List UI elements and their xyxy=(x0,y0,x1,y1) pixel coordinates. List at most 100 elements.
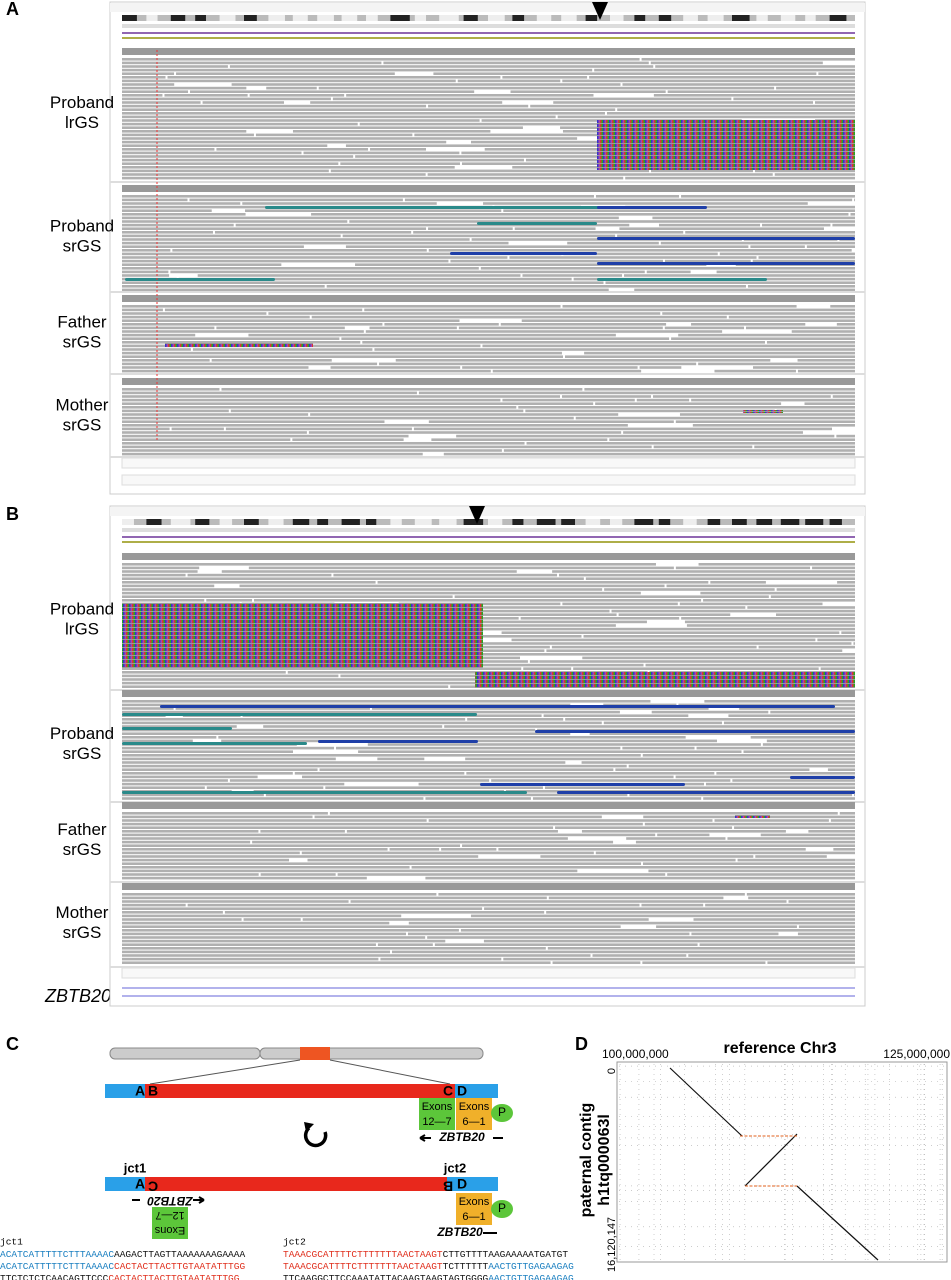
read xyxy=(518,406,855,409)
read xyxy=(122,746,335,750)
read xyxy=(774,173,855,176)
ideogram-band xyxy=(756,519,773,525)
read xyxy=(310,413,619,416)
track-label: Mother srGS xyxy=(56,903,109,942)
sequence-segment: TAAACGCATTTTCTTTTTTTAACTAAGT xyxy=(283,1261,443,1272)
read xyxy=(122,588,603,591)
split-read xyxy=(125,278,275,281)
track-label-line: Proband xyxy=(50,93,114,112)
read xyxy=(330,366,461,369)
y-label: paternal contigh1tq000063l xyxy=(578,1103,613,1218)
ideogram-band xyxy=(268,519,284,525)
track-label: Proband lrGS xyxy=(50,93,114,132)
read xyxy=(644,822,855,826)
read xyxy=(732,779,855,782)
read xyxy=(122,126,523,129)
exon-label: Exons 12—7 xyxy=(154,1209,185,1236)
exon-title: Exons xyxy=(422,1101,453,1113)
track-label: Mother srGS xyxy=(56,396,109,435)
ideogram-band xyxy=(658,519,671,525)
ideogram-band xyxy=(780,15,796,21)
read xyxy=(122,245,304,248)
read xyxy=(197,274,521,277)
read xyxy=(326,285,746,288)
ideogram-band xyxy=(219,519,233,525)
read xyxy=(532,797,702,800)
read xyxy=(837,581,855,584)
read xyxy=(681,195,855,198)
track-divider xyxy=(110,373,865,375)
read xyxy=(776,86,855,90)
read xyxy=(752,259,855,263)
ideogram-band xyxy=(561,15,577,21)
igv-toolbar xyxy=(110,507,865,516)
read xyxy=(122,674,339,678)
track-label: Proband srGS xyxy=(50,217,114,256)
inversion-arrowhead xyxy=(304,1122,314,1132)
read xyxy=(762,743,855,746)
read xyxy=(122,256,508,259)
read xyxy=(122,270,169,274)
exon-box xyxy=(152,1207,188,1239)
promoter xyxy=(491,1200,513,1218)
read xyxy=(746,893,855,896)
coverage xyxy=(122,48,855,55)
read xyxy=(581,761,855,764)
read xyxy=(122,873,259,876)
read xyxy=(460,929,855,932)
read xyxy=(122,876,367,880)
read xyxy=(122,355,563,358)
read xyxy=(728,714,855,717)
read xyxy=(122,707,174,710)
read xyxy=(522,274,623,277)
breakpoint-letter: D xyxy=(457,1083,467,1099)
read xyxy=(425,876,855,880)
read xyxy=(122,238,470,241)
read xyxy=(345,245,749,248)
mismatch-block xyxy=(743,410,783,413)
read xyxy=(615,768,810,771)
read xyxy=(562,602,678,606)
read xyxy=(175,707,370,710)
coverage xyxy=(122,295,855,302)
alignment-inverted xyxy=(744,1133,798,1187)
read xyxy=(585,577,855,580)
read xyxy=(224,911,545,914)
read xyxy=(641,903,704,907)
read xyxy=(750,736,855,739)
read xyxy=(703,599,855,602)
sequence-track xyxy=(122,541,855,543)
junction-label: jct1 xyxy=(123,1160,146,1175)
read xyxy=(418,391,855,395)
ideogram-band xyxy=(292,519,310,525)
track-label-line: lrGS xyxy=(65,113,99,132)
read xyxy=(458,642,852,645)
read xyxy=(692,424,855,427)
sequence-track xyxy=(122,37,855,39)
read xyxy=(710,581,766,584)
read xyxy=(853,642,855,645)
read xyxy=(122,893,437,896)
read xyxy=(379,362,697,366)
read xyxy=(122,348,191,351)
read xyxy=(122,223,234,227)
read xyxy=(122,581,376,584)
read xyxy=(122,315,310,319)
read xyxy=(746,326,855,330)
read xyxy=(728,315,855,319)
read xyxy=(292,130,491,133)
read xyxy=(812,566,855,570)
read xyxy=(526,442,855,445)
read xyxy=(733,97,855,101)
ideogram-band xyxy=(146,519,162,525)
read xyxy=(434,943,698,946)
read xyxy=(503,957,855,961)
read xyxy=(561,395,651,398)
read xyxy=(671,337,855,340)
read xyxy=(808,830,855,833)
read xyxy=(122,900,349,903)
read xyxy=(122,274,170,277)
split-read xyxy=(160,705,835,708)
read xyxy=(581,830,786,833)
ideogram-band xyxy=(732,15,750,21)
